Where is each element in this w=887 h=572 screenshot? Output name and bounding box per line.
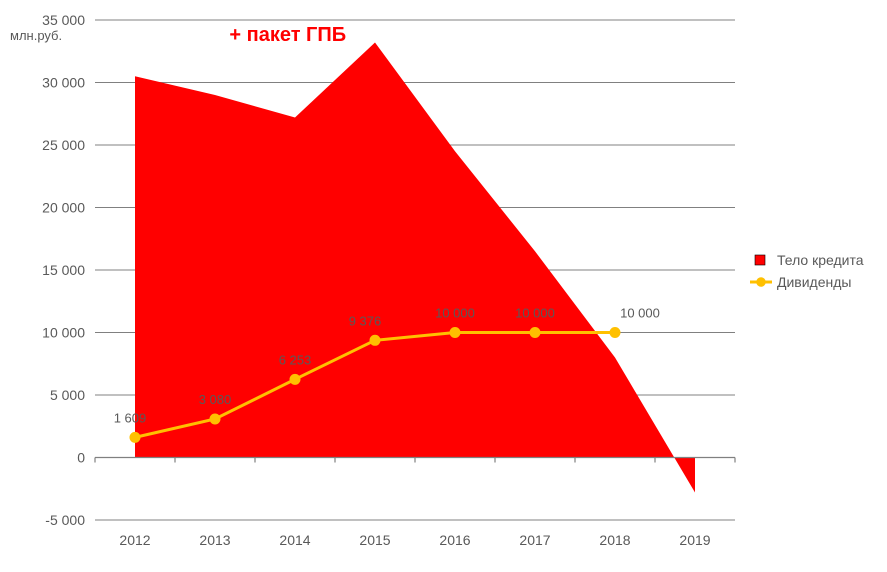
y-tick-label: -5 000	[45, 512, 85, 528]
y-tick-label: 5 000	[50, 387, 85, 403]
x-tick-label: 2018	[599, 532, 630, 548]
legend-swatch	[755, 255, 765, 265]
x-tick-label: 2019	[679, 532, 710, 548]
annotation-text: + пакет ГПБ	[229, 24, 346, 46]
line-marker	[450, 328, 460, 338]
y-tick-label: 35 000	[42, 12, 85, 28]
y-tick-label: 30 000	[42, 75, 85, 91]
y-tick-label: 10 000	[42, 325, 85, 341]
chart-container: -5 000 0 5 000 10 000 15 000 20 000 25 000 30 0…	[0, 0, 887, 572]
x-tick-label: 2012	[119, 532, 150, 548]
y-axis-title: млн.руб.	[10, 28, 62, 43]
area-series	[135, 43, 695, 493]
legend-marker	[757, 278, 765, 286]
data-label: 3 080	[199, 392, 232, 407]
data-label: 6 253	[279, 352, 312, 367]
legend-label: Тело кредита	[777, 252, 864, 268]
line-marker	[530, 328, 540, 338]
data-label: 10 000	[435, 306, 475, 321]
data-label: 10 000	[515, 306, 555, 321]
data-label: 10 000	[620, 306, 660, 321]
combo-chart: -5 000 0 5 000 10 000 15 000 20 000 25 000 30 0…	[0, 0, 887, 572]
data-label: 1 609	[114, 410, 147, 425]
line-marker	[130, 432, 140, 442]
y-tick-label: 15 000	[42, 262, 85, 278]
y-tick-label: 0	[77, 450, 85, 466]
y-tick-label: 25 000	[42, 137, 85, 153]
y-tick-label: 20 000	[42, 200, 85, 216]
data-label: 9 376	[349, 313, 382, 328]
x-tick-label: 2016	[439, 532, 470, 548]
line-marker	[610, 328, 620, 338]
line-marker	[290, 374, 300, 384]
x-tick-label: 2017	[519, 532, 550, 548]
legend-label: Дивиденды	[777, 274, 851, 290]
line-marker	[210, 414, 220, 424]
x-tick-label: 2014	[279, 532, 310, 548]
x-tick-label: 2013	[199, 532, 230, 548]
x-tick-label: 2015	[359, 532, 390, 548]
line-marker	[370, 335, 380, 345]
